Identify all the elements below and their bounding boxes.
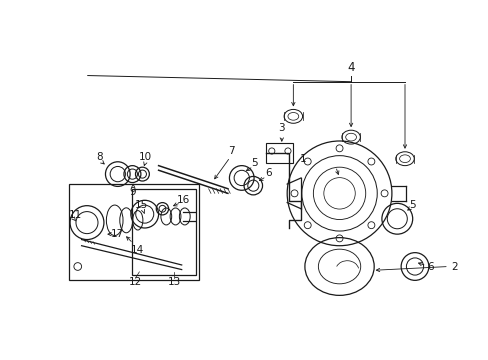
Bar	[266, 143, 293, 163]
Text: 4: 4	[346, 61, 354, 74]
Text: 12: 12	[129, 277, 142, 287]
Bar	[68, 184, 199, 280]
Text: 1: 1	[300, 154, 306, 164]
Text: 2: 2	[451, 261, 457, 271]
Bar	[131, 189, 196, 275]
Text: 8: 8	[96, 152, 102, 162]
Text: 14: 14	[130, 244, 143, 255]
Text: 6: 6	[426, 261, 433, 271]
Text: 17: 17	[111, 229, 124, 239]
Text: 11: 11	[68, 210, 81, 220]
Text: 7: 7	[228, 146, 235, 156]
Text: 5: 5	[251, 158, 258, 167]
Text: 6: 6	[265, 167, 271, 177]
Text: 15: 15	[135, 200, 148, 210]
Text: 10: 10	[139, 152, 152, 162]
Text: 3: 3	[278, 123, 285, 133]
Text: 16: 16	[176, 194, 189, 204]
Text: 13: 13	[167, 277, 180, 287]
Text: 5: 5	[408, 200, 415, 210]
Text: 9: 9	[130, 187, 136, 197]
